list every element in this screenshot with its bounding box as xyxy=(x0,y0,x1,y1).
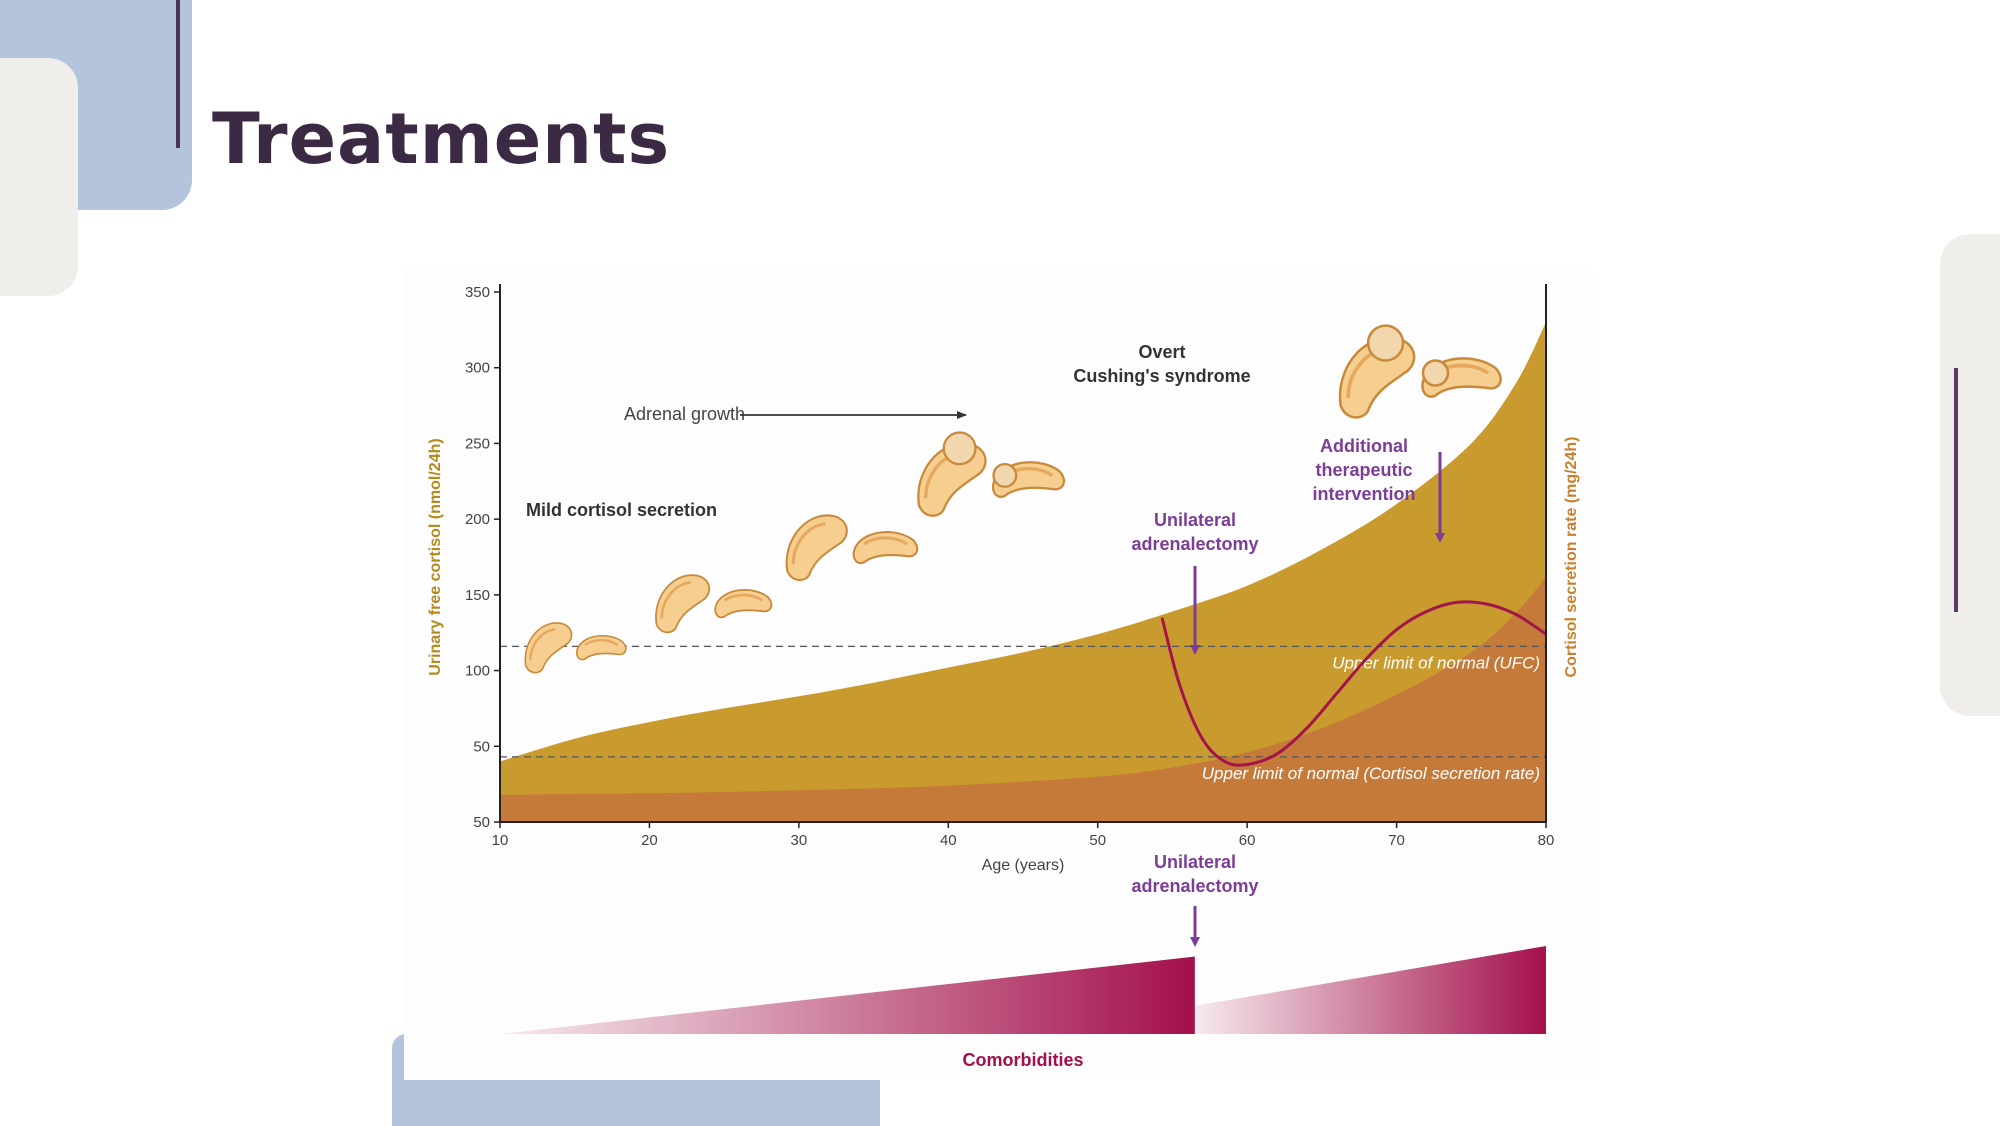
y-tick-label: 100 xyxy=(465,663,490,680)
decor-panel-left xyxy=(0,58,78,296)
decor-line-top xyxy=(176,0,180,148)
comorbidity-wedge xyxy=(1194,946,1546,1034)
y-tick-label: 250 xyxy=(465,435,490,452)
annotation-adrenal-growth: Adrenal growth xyxy=(624,404,745,424)
decor-panel-right xyxy=(1940,234,2000,716)
y-axis-title-right: Cortisol secretion rate (mg/24h) xyxy=(1563,437,1580,678)
y-tick-label: 50 xyxy=(473,738,490,755)
y-tick-label: 50 xyxy=(473,814,490,831)
y-axis-title-left: Urinary free cortisol (nmol/24h) xyxy=(427,438,444,675)
adrenal-gland-icon xyxy=(785,514,919,581)
adrenal-gland-icon xyxy=(524,622,627,674)
annotation-unilateral-line2: adrenalectomy xyxy=(1131,534,1258,554)
x-tick-label: 10 xyxy=(492,832,509,849)
x-axis-title: Age (years) xyxy=(982,857,1065,874)
annotation-additional-line2: therapeutic xyxy=(1315,460,1412,480)
annotation-mild-cortisol: Mild cortisol secretion xyxy=(526,500,717,520)
decor-line-right xyxy=(1954,368,1958,612)
reference-line-label: Upper limit of normal (UFC) xyxy=(1332,653,1540,672)
x-tick-label: 50 xyxy=(1089,832,1106,849)
x-tick-label: 80 xyxy=(1538,832,1555,849)
series-urinary-free-cortisol xyxy=(500,322,1546,822)
x-tick-label: 60 xyxy=(1239,832,1256,849)
x-tick-label: 20 xyxy=(641,832,658,849)
y-tick-label: 150 xyxy=(465,587,490,604)
annotation-unilateral-bottom-line2: adrenalectomy xyxy=(1131,876,1258,896)
series-cortisol-secretion-rate xyxy=(500,576,1546,822)
annotation-overt-line1: Overt xyxy=(1138,342,1185,362)
y-tick-label: 200 xyxy=(465,511,490,528)
chart-panel: Upper limit of normal (UFC) Upper limit o… xyxy=(404,270,1594,1080)
adrenal-gland-icon xyxy=(917,431,1066,517)
x-tick-label: 40 xyxy=(940,832,957,849)
annotation-overt-line2: Cushing's syndrome xyxy=(1073,366,1250,386)
page-title: Treatments xyxy=(212,98,671,180)
x-tick-label: 70 xyxy=(1388,832,1405,849)
cortisol-chart: Upper limit of normal (UFC) Upper limit o… xyxy=(427,284,1580,1070)
annotation-unilateral-bottom-line1: Unilateral xyxy=(1154,852,1236,872)
y-tick-label: 350 xyxy=(465,284,490,301)
y-tick-label: 300 xyxy=(465,360,490,377)
x-tick-label: 30 xyxy=(791,832,808,849)
annotation-additional-line1: Additional xyxy=(1320,436,1408,456)
annotation-unilateral-line1: Unilateral xyxy=(1154,510,1236,530)
series-after-adrenalectomy xyxy=(1160,600,1547,767)
adrenal-gland-icon xyxy=(655,574,773,634)
comorbidity-wedge xyxy=(500,956,1195,1034)
reference-line-label: Upper limit of normal (Cortisol secretio… xyxy=(1202,764,1540,783)
annotation-additional-line3: intervention xyxy=(1312,484,1415,504)
comorbidities-label: Comorbidities xyxy=(962,1050,1083,1070)
adrenal-gland-icon xyxy=(1338,324,1502,419)
